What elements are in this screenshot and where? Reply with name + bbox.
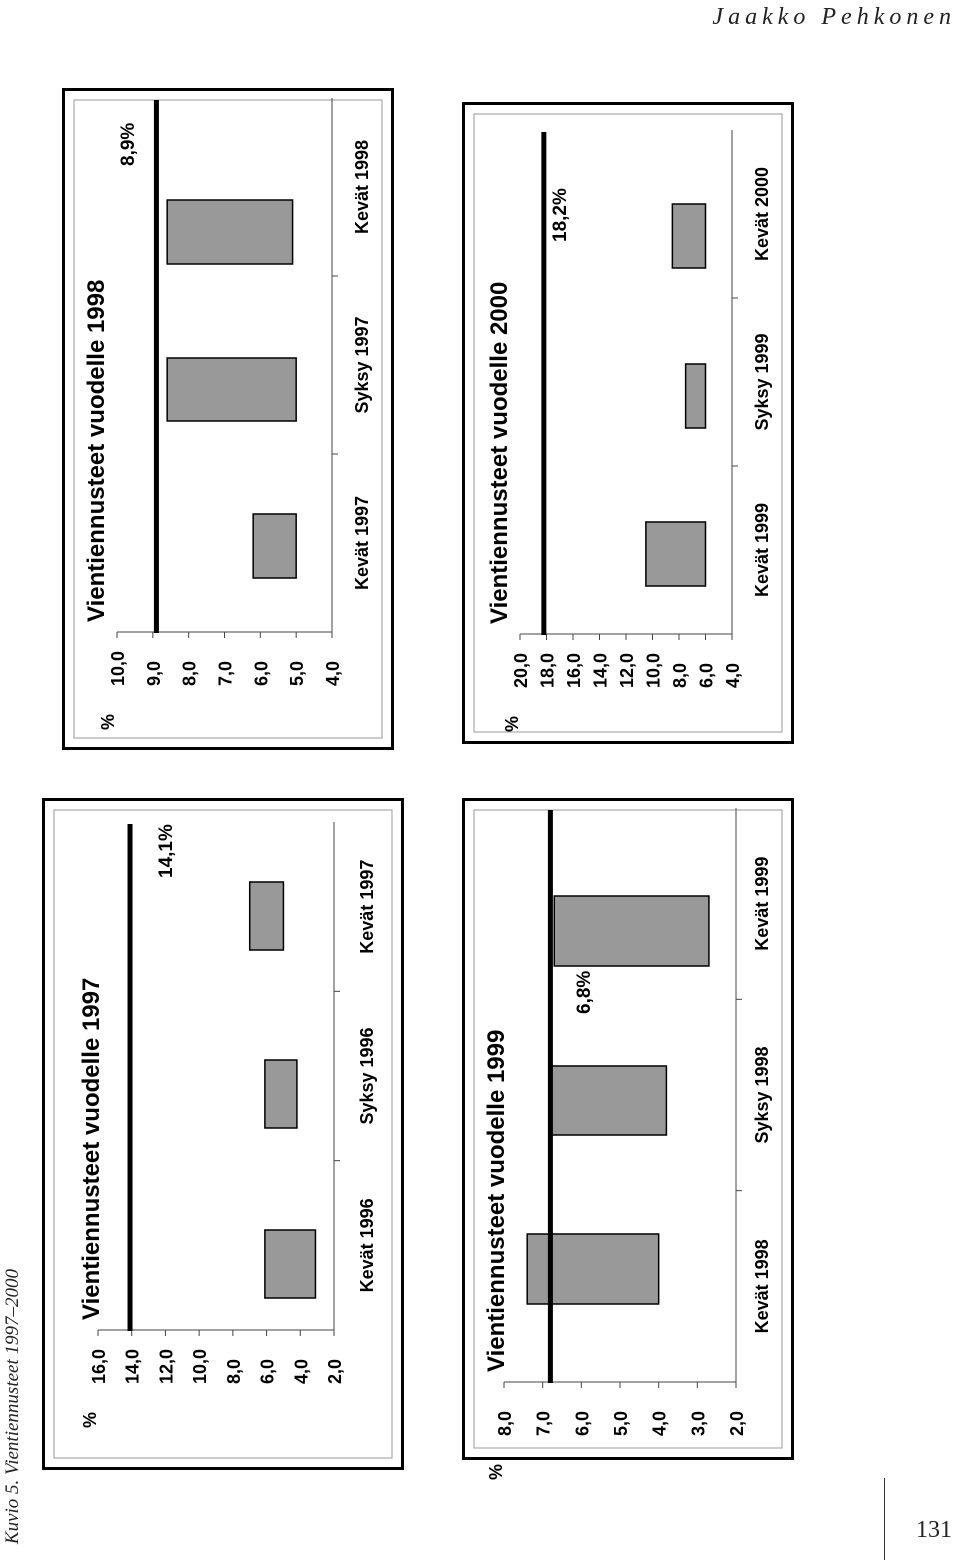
value-axis-tick-label: 2,0 <box>727 1411 747 1436</box>
value-axis-tick-label: 14,0 <box>123 1349 143 1384</box>
chart-title: Vientiennusteet vuodelle 2000 <box>486 282 513 624</box>
value-axis-tick-label: 20,0 <box>511 653 531 688</box>
value-axis-unit-label: % <box>80 1412 100 1428</box>
forecast-range-bar <box>549 1065 668 1136</box>
value-axis-tick-label: 6,0 <box>572 1411 592 1436</box>
chart-panel-1998: Vientiennusteet vuodelle 1998% 4,0 5,0 6,0 7… <box>62 88 394 750</box>
chart-2000-svg: Vientiennusteet vuodelle 2000% 4,0 6,0 8,0 1… <box>462 102 794 744</box>
chart-panel-1999: Vientiennusteet vuodelle 1999% 2,0 3,0 4,0 5… <box>462 798 794 1480</box>
chart-frame <box>462 102 794 744</box>
value-axis-tick-label: 8,0 <box>670 663 690 688</box>
value-axis-tick-label: 16,0 <box>564 653 584 688</box>
value-axis-tick-label: 12,0 <box>156 1349 176 1384</box>
value-axis-tick-label: 6,0 <box>251 661 271 686</box>
category-label: Kevät 1997 <box>352 496 372 590</box>
category-label: Kevät 1996 <box>357 1198 377 1292</box>
value-axis-tick-label: 8,0 <box>495 1411 515 1436</box>
forecast-range-bar <box>252 513 297 579</box>
value-axis-tick-label: 7,0 <box>534 1411 554 1436</box>
value-axis-tick-label: 2,0 <box>325 1359 345 1384</box>
chart-inner-frame <box>53 809 393 1459</box>
chart-inner-frame <box>73 99 383 739</box>
forecast-range-bar <box>264 1229 317 1299</box>
category-label: Kevät 2000 <box>752 167 772 261</box>
page-number-divider <box>884 1478 885 1560</box>
value-axis-unit-label: % <box>502 716 522 732</box>
chart-1998-svg: Vientiennusteet vuodelle 1998% 4,0 5,0 6,0 7… <box>62 88 394 750</box>
figure-caption: Kuvio 5. Vientiennusteet 1997–2000 <box>2 1268 23 1544</box>
value-axis-unit-label: % <box>486 1464 506 1480</box>
category-label: Syksy 1998 <box>752 1046 772 1143</box>
category-label: Kevät 1997 <box>357 860 377 954</box>
forecast-range-bar <box>684 363 707 429</box>
category-label: Syksy 1996 <box>357 1027 377 1124</box>
forecast-range-bar <box>264 1059 298 1129</box>
forecast-range-bar <box>248 881 285 951</box>
running-header-author: Jaakko Pehkonen <box>712 4 956 30</box>
forecast-range-bar <box>526 1233 660 1305</box>
value-axis-tick-label: 16,0 <box>89 1349 109 1384</box>
outcome-value-label: 14,1% <box>156 824 177 878</box>
chart-panel-1997: Vientiennusteet vuodelle 1997% 2,0 4,0 6,0 8… <box>42 798 404 1470</box>
forecast-range-bar <box>166 357 297 422</box>
chart-title: Vientiennusteet vuodelle 1997 <box>78 978 105 1320</box>
chart-title: Vientiennusteet vuodelle 1998 <box>83 280 110 622</box>
chart-inner-frame <box>473 113 783 733</box>
value-axis-unit-label: % <box>98 714 118 730</box>
value-axis-tick-label: 8,0 <box>224 1359 244 1384</box>
chart-1997-svg: Vientiennusteet vuodelle 1997% 2,0 4,0 6,0 8… <box>42 798 404 1470</box>
chart-panel-2000: Vientiennusteet vuodelle 2000% 4,0 6,0 8,0 1… <box>462 102 794 744</box>
value-axis-tick-label: 4,0 <box>323 661 343 686</box>
value-axis-tick-label: 14,0 <box>591 653 611 688</box>
category-label: Kevät 1998 <box>352 140 372 234</box>
forecast-range-bar <box>553 895 710 967</box>
value-axis-tick-label: 6,0 <box>258 1359 278 1384</box>
outcome-value-label: 8,9% <box>118 123 139 166</box>
value-axis-tick-label: 18,0 <box>538 653 558 688</box>
value-axis-tick-label: 9,0 <box>144 661 164 686</box>
value-axis-tick-label: 4,0 <box>650 1411 670 1436</box>
value-axis-tick-label: 4,0 <box>723 663 743 688</box>
outcome-value-label: 6,8% <box>574 971 595 1014</box>
value-axis-tick-label: 7,0 <box>216 661 236 686</box>
category-label: Kevät 1999 <box>752 857 772 951</box>
chart-1999-svg: Vientiennusteet vuodelle 1999% 2,0 3,0 4,0 5… <box>462 798 794 1480</box>
forecast-range-bar <box>645 521 707 587</box>
forecast-range-bar <box>671 203 707 269</box>
value-axis-tick-label: 5,0 <box>287 661 307 686</box>
category-label: Syksy 1997 <box>352 316 372 413</box>
category-label: Kevät 1998 <box>752 1239 772 1333</box>
outcome-value-label: 18,2% <box>550 188 571 242</box>
chart-title: Vientiennusteet vuodelle 1999 <box>483 1030 510 1372</box>
chart-inner-frame <box>473 809 783 1449</box>
value-axis-tick-label: 10,0 <box>190 1349 210 1384</box>
value-axis-tick-label: 3,0 <box>688 1411 708 1436</box>
value-axis-tick-label: 10,0 <box>108 651 128 686</box>
page-number: 131 <box>916 1517 952 1543</box>
value-axis-tick-label: 8,0 <box>180 661 200 686</box>
value-axis-tick-label: 10,0 <box>644 653 664 688</box>
value-axis-tick-label: 6,0 <box>697 663 717 688</box>
category-label: Syksy 1999 <box>752 333 772 430</box>
value-axis-tick-label: 4,0 <box>291 1359 311 1384</box>
value-axis-tick-label: 5,0 <box>611 1411 631 1436</box>
chart-frame <box>42 798 404 1470</box>
category-label: Kevät 1999 <box>752 503 772 597</box>
value-axis-tick-label: 12,0 <box>617 653 637 688</box>
forecast-range-bar <box>166 199 294 265</box>
